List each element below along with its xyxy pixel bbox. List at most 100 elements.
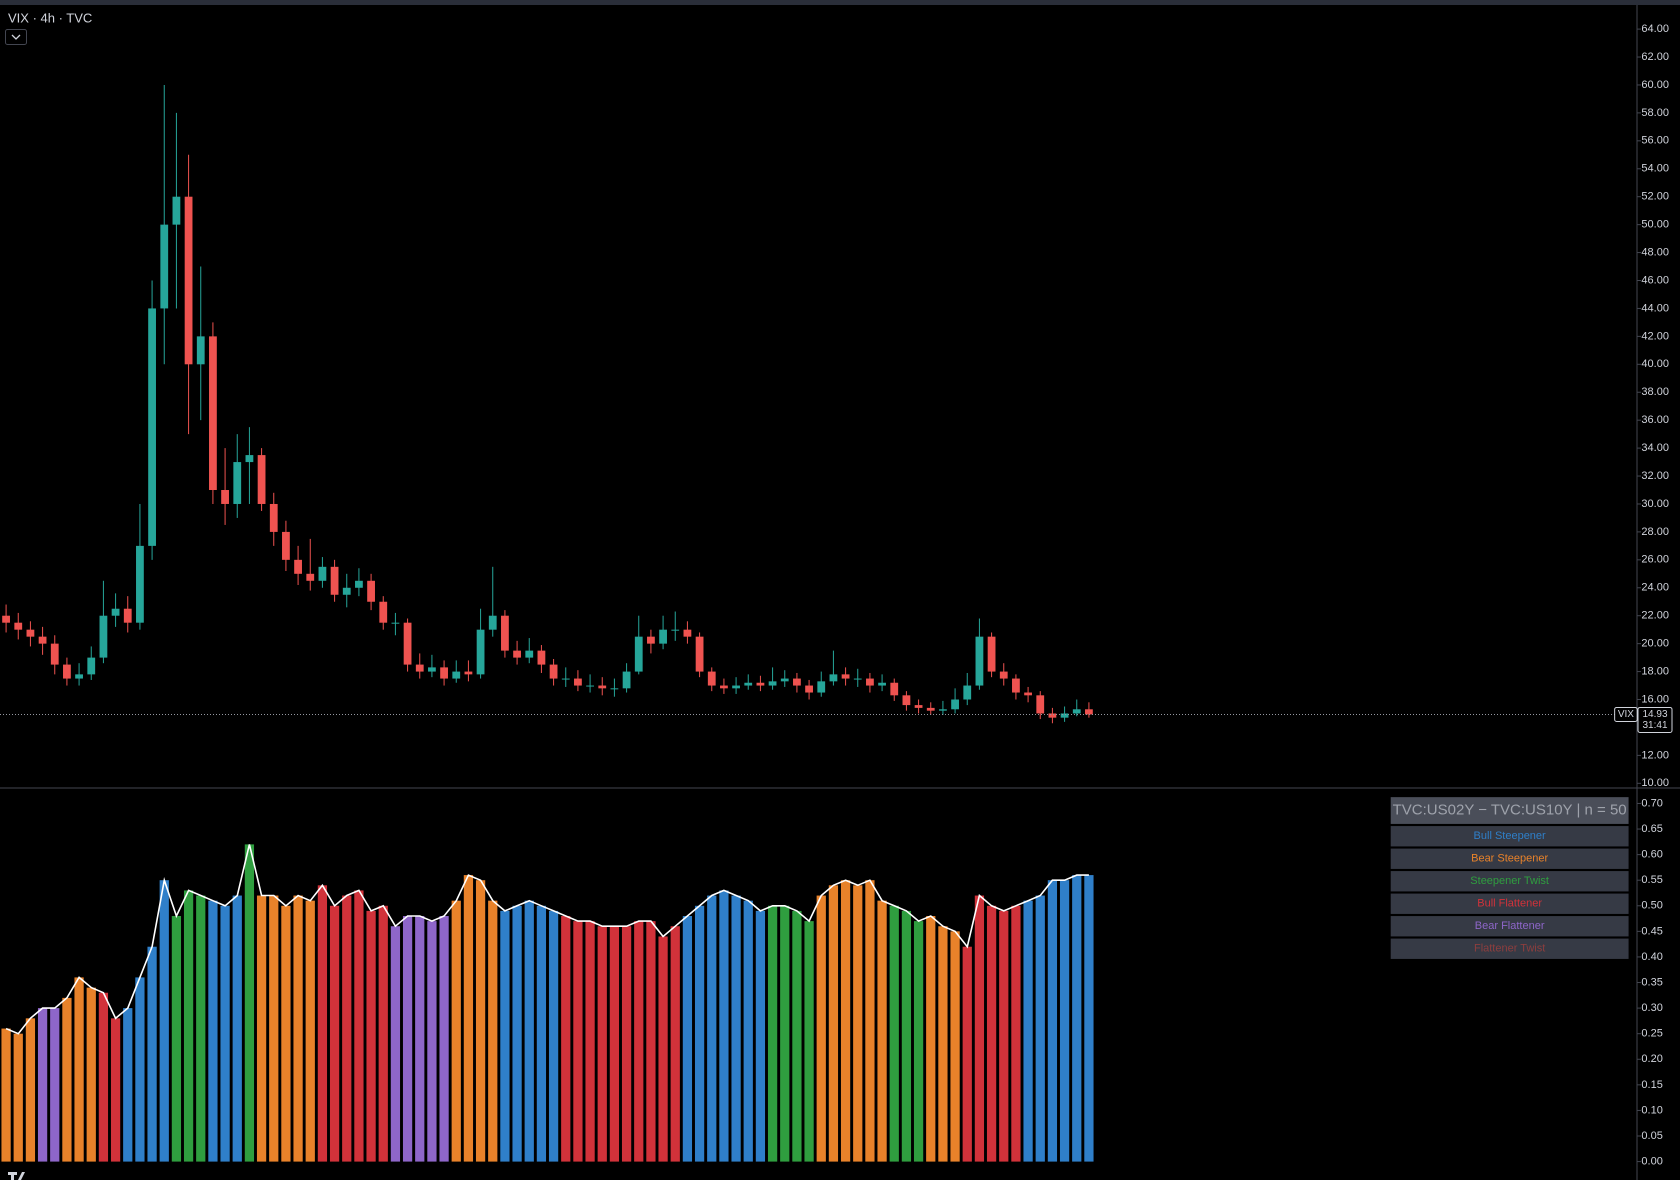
value-line — [5, 844, 1089, 1035]
histogram-bar — [573, 921, 583, 1162]
legend-title-bg — [1390, 797, 1629, 824]
candle-body — [1060, 713, 1069, 718]
candle-body — [598, 685, 607, 689]
histogram-bar — [366, 910, 376, 1162]
histogram-bar — [707, 895, 717, 1162]
candle-body — [330, 566, 339, 595]
candle-body — [63, 664, 71, 679]
histogram-bar — [123, 1008, 133, 1162]
y-tick-label: 0.10 — [1641, 1104, 1662, 1116]
histogram-bar — [913, 921, 924, 1162]
histogram-bar — [305, 900, 315, 1162]
histogram-bar — [293, 895, 303, 1162]
histogram-bar — [986, 905, 997, 1162]
legend-entry: Bear Steepener — [1471, 853, 1548, 865]
histogram-bar — [804, 921, 814, 1162]
candle-body — [2, 615, 10, 623]
y-tick-label: 0.05 — [1641, 1130, 1662, 1142]
candle-body — [634, 636, 643, 672]
y-tick-label: 64.00 — [1641, 23, 1669, 35]
histogram-bar — [415, 916, 425, 1162]
candle-body — [829, 674, 838, 682]
y-tick-label: 52.00 — [1641, 191, 1669, 203]
y-tick-label: 0.35 — [1641, 976, 1662, 988]
y-tick-label: 0.40 — [1641, 951, 1662, 963]
candle-body — [987, 636, 996, 672]
histogram-bar — [159, 880, 169, 1162]
histogram-bar — [901, 910, 912, 1162]
y-tick-label: 0.60 — [1641, 849, 1662, 861]
histogram-bar — [488, 900, 498, 1162]
candle-body — [853, 678, 862, 680]
histogram-bar — [816, 895, 826, 1162]
candle-body — [513, 650, 521, 658]
histogram-bar — [548, 910, 559, 1162]
histogram-bar — [500, 910, 510, 1162]
histogram-bar — [974, 895, 985, 1162]
candle-body — [245, 455, 254, 463]
histogram-bar — [62, 997, 72, 1162]
y-tick-label: 40.00 — [1641, 358, 1669, 370]
histogram-bar — [50, 1008, 60, 1162]
candle-body — [184, 196, 193, 365]
candle-body — [476, 629, 485, 675]
histogram-bar — [1059, 880, 1070, 1162]
histogram-bar — [792, 910, 802, 1162]
collapse-button[interactable] — [5, 29, 27, 45]
y-tick-label: 60.00 — [1641, 79, 1669, 91]
candle-body — [464, 671, 473, 675]
histogram-bar — [13, 1033, 23, 1162]
candle-body — [1085, 709, 1093, 715]
candle-body — [209, 336, 217, 491]
histogram-bar — [475, 880, 486, 1162]
y-tick-label: 38.00 — [1641, 386, 1669, 398]
candle-body — [99, 615, 108, 658]
legend-title: TVC:US02Y − TVC:US10Y | n = 50 — [1393, 802, 1627, 819]
histogram-bar — [585, 921, 595, 1162]
candle-body — [999, 671, 1008, 679]
y-tick-label: 54.00 — [1641, 163, 1669, 175]
histogram-bar — [183, 890, 194, 1162]
candle-body — [233, 462, 242, 504]
candle-body — [817, 681, 826, 693]
candle-body — [780, 678, 789, 682]
histogram-bar — [719, 890, 729, 1162]
y-tick-label: 12.00 — [1641, 749, 1669, 761]
histogram-bar — [780, 905, 790, 1162]
candle-body — [610, 688, 619, 690]
histogram-bar — [232, 895, 242, 1162]
candle-body — [1048, 713, 1057, 718]
histogram-bar — [634, 921, 644, 1162]
candle-body — [367, 580, 375, 602]
histogram-bar — [451, 900, 461, 1162]
histogram-bar — [950, 931, 960, 1162]
histogram-bar — [196, 895, 206, 1162]
legend-row-bg — [1390, 871, 1629, 892]
candle-body — [452, 671, 461, 679]
y-tick-label: 18.00 — [1641, 665, 1669, 677]
histogram-bar — [1047, 880, 1058, 1162]
candle-body — [50, 643, 59, 665]
histogram-bar — [840, 880, 851, 1162]
histogram-bar — [512, 905, 522, 1162]
candle-body — [355, 580, 363, 588]
histogram-bar — [658, 936, 668, 1162]
histogram-bar — [37, 1008, 48, 1162]
candle-body — [951, 699, 959, 710]
legend-entry: Bull Steepener — [1474, 830, 1546, 842]
histogram-bar — [731, 895, 741, 1162]
candle-body — [26, 629, 35, 637]
candle-body — [391, 622, 400, 624]
y-tick-label: 22.00 — [1641, 610, 1669, 622]
histogram-bar — [1, 1028, 11, 1162]
histogram-bar — [938, 926, 948, 1162]
y-tick-label: 0.20 — [1641, 1053, 1662, 1065]
y-tick-label: 0.55 — [1641, 874, 1662, 886]
logo — [8, 1172, 25, 1180]
candle-body — [768, 681, 777, 686]
histogram-bar — [646, 921, 656, 1162]
candle-body — [342, 587, 351, 595]
candle-body — [38, 636, 47, 644]
y-tick-label: 56.00 — [1641, 135, 1669, 147]
